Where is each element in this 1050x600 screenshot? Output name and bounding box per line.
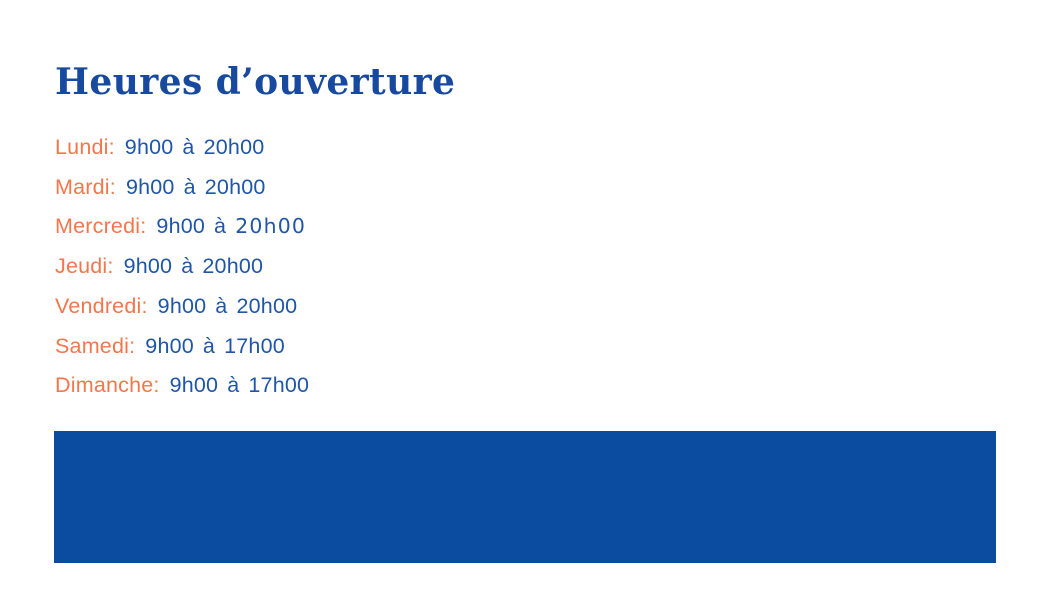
open-time: 9h00 bbox=[169, 373, 219, 398]
schedule-row: Dimanche: 9h00 à 17h00 bbox=[55, 366, 309, 406]
schedule-row: Vendredi: 9h00 à 20h00 bbox=[55, 287, 309, 327]
hours-separator: à bbox=[181, 254, 194, 279]
hours-value: 9h00 à 20h00 bbox=[125, 135, 265, 159]
open-time: 9h00 bbox=[125, 174, 175, 199]
open-time: 9h00 bbox=[145, 333, 194, 358]
hours-value: 9h00 à 17h00 bbox=[170, 373, 310, 397]
close-time: 20h00 bbox=[235, 214, 307, 239]
close-time: 20h00 bbox=[202, 254, 264, 279]
hours-value: 9h00 à 20h00 bbox=[156, 214, 306, 238]
hours-separator: à bbox=[227, 373, 240, 398]
day-label: Mardi: bbox=[55, 174, 116, 199]
close-time: 20h00 bbox=[203, 135, 265, 159]
schedule-row: Mercredi: 9h00 à 20h00 bbox=[55, 207, 309, 247]
close-time: 20h00 bbox=[236, 293, 298, 318]
day-label: Dimanche: bbox=[55, 373, 160, 398]
day-label: Lundi: bbox=[55, 135, 115, 159]
day-label: Jeudi: bbox=[55, 254, 114, 279]
hours-value: 9h00 à 20h00 bbox=[124, 254, 264, 278]
open-time: 9h00 bbox=[124, 135, 174, 159]
close-time: 20h00 bbox=[204, 174, 266, 199]
hours-value: 9h00 à 17h00 bbox=[145, 334, 285, 358]
close-time: 17h00 bbox=[248, 373, 310, 398]
hours-separator: à bbox=[214, 214, 227, 239]
open-time: 9h00 bbox=[157, 293, 207, 318]
open-time: 9h00 bbox=[156, 214, 206, 239]
hours-value: 9h00 à 20h00 bbox=[126, 175, 266, 199]
schedule-row: Jeudi: 9h00 à 20h00 bbox=[55, 247, 309, 287]
day-label: Samedi: bbox=[55, 333, 136, 358]
hours-separator: à bbox=[215, 293, 228, 318]
hours-value: 9h00 à 20h00 bbox=[158, 294, 298, 318]
schedule-row: Samedi: 9h00 à 17h00 bbox=[55, 327, 309, 367]
hours-separator: à bbox=[202, 333, 216, 358]
schedule-row: Mardi: 9h00 à 20h00 bbox=[55, 168, 309, 208]
page-title: Heures d’ouverture bbox=[55, 61, 456, 103]
hours-separator: à bbox=[183, 174, 196, 199]
day-label: Vendredi: bbox=[55, 293, 148, 318]
day-label: Mercredi: bbox=[55, 214, 147, 239]
schedule-row: Lundi: 9h00 à 20h00 bbox=[55, 128, 309, 168]
footer-band bbox=[54, 431, 996, 563]
opening-hours-list: Lundi: 9h00 à 20h00 Mardi: 9h00 à 20h00 Mercredi… bbox=[55, 128, 309, 406]
hours-separator: à bbox=[182, 135, 195, 159]
open-time: 9h00 bbox=[123, 254, 173, 279]
close-time: 17h00 bbox=[224, 333, 285, 358]
